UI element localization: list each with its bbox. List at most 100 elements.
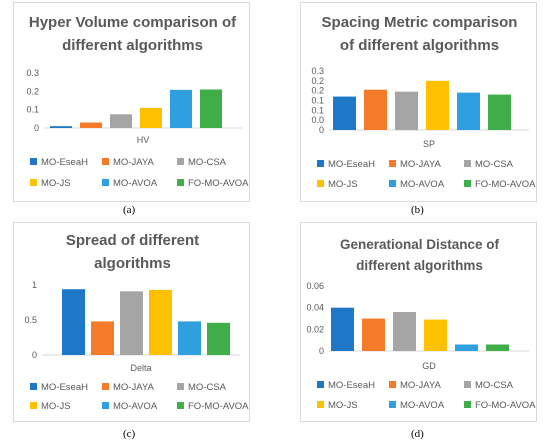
caption-c: (c) [123, 428, 136, 440]
legend-swatch [177, 402, 184, 409]
chart-panel-gd: Generational Distance of different algori… [300, 222, 537, 422]
legend-label: MO-AVOA [400, 179, 445, 190]
legend-swatch [317, 160, 324, 167]
legend-swatch [102, 402, 109, 409]
legend-swatch [389, 160, 396, 167]
legend-label: MO-EseaH [41, 382, 88, 393]
legend-label: MO-AVOA [113, 178, 158, 189]
legend-swatch [177, 158, 184, 165]
y-tick-label: 0.3 [26, 68, 39, 78]
y-tick-label: 0.1 [311, 96, 324, 106]
legend-swatch [177, 383, 184, 390]
bar-mo-csa [395, 91, 418, 130]
legend-swatch [30, 158, 37, 165]
chart-title-line: different algorithms [62, 37, 203, 54]
legend-swatch [102, 158, 109, 165]
bar-fo-mo-avoa [200, 89, 222, 128]
bar-fo-mo-avoa [488, 94, 511, 130]
legend-swatch [30, 402, 37, 409]
y-tick-label: 0 [32, 350, 37, 360]
legend-label: MO-JAYA [113, 157, 154, 168]
legend-swatch [102, 383, 109, 390]
legend-label: MO-JAYA [400, 380, 441, 391]
y-tick-label: 0.02 [306, 324, 324, 334]
bar-mo-csa [120, 291, 143, 355]
y-tick-label: 0 [319, 346, 324, 356]
legend-label: MO-CSA [475, 380, 514, 391]
legend-swatch [389, 381, 396, 388]
chart-svg-gd: Generational Distance of different algori… [306, 237, 536, 411]
legend-label: MO-JS [41, 178, 71, 189]
legend-label: MO-JS [328, 179, 358, 190]
x-category-label: HV [137, 135, 150, 145]
legend-label: MO-AVOA [113, 401, 158, 412]
legend-label: FO-MO-AVOA [188, 178, 249, 189]
bar-mo-avoa [455, 344, 478, 351]
bar-mo-eseah [62, 289, 85, 355]
chart-svg-hv: Hyper Volume comparison of different algo… [26, 14, 249, 189]
legend-label: MO-JAYA [113, 382, 154, 393]
legend-swatch [317, 401, 324, 408]
bar-mo-eseah [333, 96, 356, 130]
legend-swatch [389, 180, 396, 187]
chart-svg-delta: Spread of different algorithms 1 0.5 0 Delta M… [24, 232, 249, 412]
y-tick-label: 0.2 [311, 86, 324, 96]
x-category-label: GD [422, 361, 436, 371]
legend-label: MO-CSA [188, 382, 227, 393]
legend-swatch [464, 160, 471, 167]
y-tick-label: 0.2 [311, 76, 324, 86]
legend-swatch [30, 179, 37, 186]
chart-panel-sp: Spacing Metric comparison of different al… [300, 2, 537, 202]
y-tick-label: 0.0 [311, 115, 324, 125]
legend-swatch [464, 381, 471, 388]
bar-mo-csa [110, 114, 132, 128]
y-tick-label: 0.1 [26, 105, 39, 115]
x-category-label: Delta [130, 363, 151, 373]
bar-mo-eseah [331, 307, 354, 351]
chart-title-line: Hyper Volume comparison of [29, 14, 237, 31]
legend-label: FO-MO-AVOA [475, 179, 536, 190]
chart-svg-sp: Spacing Metric comparison of different al… [311, 14, 536, 190]
y-tick-label: 1 [32, 280, 37, 290]
legend-label: FO-MO-AVOA [475, 400, 536, 411]
bar-mo-jaya [362, 318, 385, 351]
legend-swatch [177, 179, 184, 186]
y-tick-label: 0 [34, 123, 39, 133]
chart-title-line: Generational Distance of [340, 237, 500, 252]
chart-panel-delta: Spread of different algorithms 1 0.5 0 Delta M… [13, 222, 250, 422]
chart-title-line: Spread of different [66, 232, 199, 249]
bar-mo-avoa [170, 89, 192, 128]
legend-label: MO-EseaH [328, 380, 375, 391]
legend-label: MO-JS [41, 401, 71, 412]
bar-mo-js [140, 107, 162, 128]
bar-fo-mo-avoa [207, 322, 230, 355]
y-tick-label: 0.04 [306, 303, 324, 313]
caption-a: (a) [123, 204, 136, 216]
chart-title-line: algorithms [94, 255, 171, 272]
bar-mo-js [149, 289, 172, 355]
legend-swatch [102, 179, 109, 186]
bar-mo-js [424, 319, 447, 351]
y-tick-label: 0.3 [311, 66, 324, 76]
legend-label: MO-EseaH [328, 159, 375, 170]
bar-mo-jaya [364, 89, 387, 130]
y-tick-label: 0.2 [26, 86, 39, 96]
chart-panel-hv: Hyper Volume comparison of different algo… [13, 2, 250, 202]
legend-swatch [317, 381, 324, 388]
y-tick-label: 0.1 [311, 105, 324, 115]
x-category-label: SP [423, 139, 435, 149]
chart-title-line: different algorithms [356, 258, 483, 273]
legend-swatch [464, 401, 471, 408]
bar-mo-csa [393, 312, 416, 351]
bar-mo-js [426, 80, 449, 130]
legend-swatch [30, 383, 37, 390]
bar-mo-avoa [178, 321, 201, 355]
legend-swatch [317, 180, 324, 187]
legend-label: FO-MO-AVOA [188, 401, 249, 412]
caption-d: (d) [411, 428, 424, 440]
legend-swatch [389, 401, 396, 408]
y-tick-label: 0.06 [306, 281, 324, 291]
bar-mo-jaya [91, 321, 114, 355]
legend-label: MO-EseaH [41, 157, 88, 168]
legend-label: MO-JAYA [400, 159, 441, 170]
